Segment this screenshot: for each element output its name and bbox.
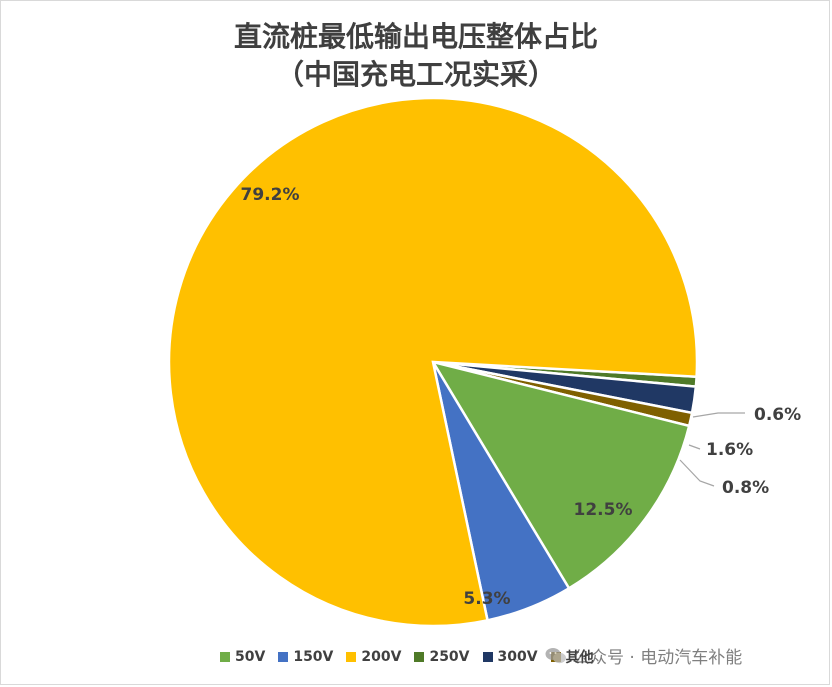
legend-swatch-150v [278,652,289,662]
watermark: 公众号 · 电动汽车补能 [545,643,742,668]
data-label-150v: 5.3% [463,589,510,609]
legend-label-50v: 50V [235,649,266,665]
legend: 50V 150V 200V 250V 300V 其他 [220,647,594,667]
data-label-250v: 0.6% [754,405,801,425]
legend-label-200v: 200V [361,649,402,665]
leader-line-250v [692,412,745,418]
legend-label-300v: 300V [497,649,538,665]
legend-item-50v: 50V [220,649,265,665]
watermark-text: 公众号 · 电动汽车补能 [573,648,743,668]
data-label-other: 0.8% [722,478,769,498]
legend-swatch-50v [220,652,230,662]
legend-swatch-250v [414,652,425,662]
legend-item-150v: 150V [278,649,333,665]
legend-item-250v: 250V [414,649,470,665]
leader-line-other [679,459,715,487]
wechat-icon [545,647,566,663]
legend-label-250v: 250V [429,649,470,665]
legend-item-300v: 300V [482,649,538,665]
legend-swatch-300v [482,652,493,662]
pie-slice-200v [167,96,699,628]
legend-label-other: 其他 [565,650,594,666]
chart-title: 直流桩最低输出电压整体占比 （中国充电工况实采） [0,18,832,94]
chart-title-line2: （中国充电工况实采） [275,58,556,91]
legend-item-200v: 200V [346,649,401,665]
legend-label-150v: 150V [293,649,334,665]
data-label-50v: 12.5% [574,500,633,520]
leader-line-300v [688,444,701,450]
legend-swatch-200v [346,652,357,662]
data-label-300v: 1.6% [706,440,753,460]
pie-slice-50v [430,360,691,591]
chart-title-line1: 直流桩最低输出电压整体占比 [233,20,598,53]
data-label-200v: 79.2% [241,185,300,205]
